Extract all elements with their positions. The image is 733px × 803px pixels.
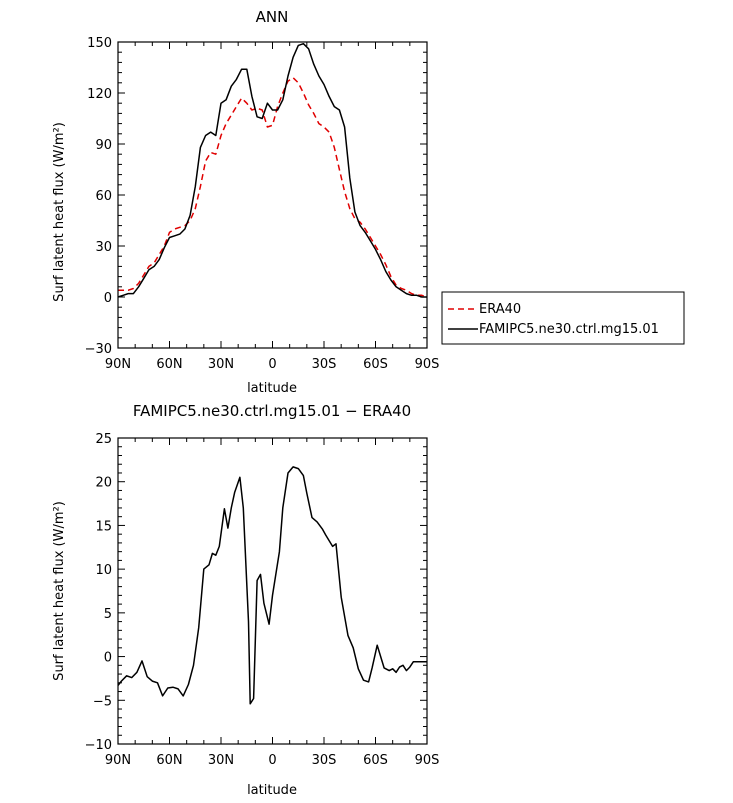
x-tick-label: 90S xyxy=(415,753,440,768)
x-tick-label: 90N xyxy=(105,753,131,768)
era40-series-line xyxy=(118,76,428,298)
y-tick-label: 0 xyxy=(104,651,112,666)
legend-label-famipc5: FAMIPC5.ne30.ctrl.mg15.01 xyxy=(479,322,659,337)
top-y-axis-label: Surf latent heat flux (W/m²) xyxy=(52,122,67,302)
mean-latent-heat-flux-panel: ANN Surf latent heat flux (W/m²) latitud… xyxy=(52,8,439,396)
y-tick-label: −10 xyxy=(85,738,112,753)
top-series-lines xyxy=(117,42,428,298)
bottom-plot-frame xyxy=(117,437,428,745)
y-tick-label: 15 xyxy=(95,519,112,534)
y-tick-label: 5 xyxy=(104,607,112,622)
y-tick-label: −30 xyxy=(85,342,112,357)
y-tick-label: 90 xyxy=(95,138,112,153)
famipc5-series-line xyxy=(117,42,427,298)
difference-series-line xyxy=(117,466,427,705)
bottom-series-lines xyxy=(117,466,427,705)
legend-box xyxy=(441,291,685,345)
x-tick-label: 90N xyxy=(105,357,131,372)
bottom-y-axis-label: Surf latent heat flux (W/m²) xyxy=(52,501,67,681)
x-tick-label: 60S xyxy=(363,753,388,768)
x-tick-label: 30N xyxy=(208,357,234,372)
x-tick-label: 60N xyxy=(156,753,182,768)
top-chart-title: ANN xyxy=(256,8,289,26)
bottom-x-axis-label: latitude xyxy=(247,783,297,798)
legend: ERA40 FAMIPC5.ne30.ctrl.mg15.01 xyxy=(441,291,685,345)
y-tick-label: 60 xyxy=(95,189,112,204)
y-tick-label: 0 xyxy=(104,291,112,306)
difference-panel: FAMIPC5.ne30.ctrl.mg15.01 − ERA40 Surf l… xyxy=(52,402,439,798)
x-tick-label: 30S xyxy=(312,753,337,768)
top-x-axis-label: latitude xyxy=(247,381,297,396)
x-tick-label: 60N xyxy=(156,357,182,372)
y-tick-label: 10 xyxy=(95,563,112,578)
x-tick-label: 90S xyxy=(415,357,440,372)
x-tick-label: 0 xyxy=(268,753,276,768)
x-tick-label: 30N xyxy=(208,753,234,768)
y-tick-label: 120 xyxy=(87,87,112,102)
x-tick-label: 60S xyxy=(363,357,388,372)
y-tick-label: 25 xyxy=(95,432,112,447)
top-tick-labels: 90N 60N 30N 0 30S 60S 90S −30 0 30 60 90 120 150 xyxy=(85,36,440,372)
bottom-tick-labels: 90N 60N 30N 0 30S 60S 90S −10 −5 0 5 10 15 20 25 xyxy=(85,432,440,768)
legend-label-era40: ERA40 xyxy=(479,302,521,317)
top-plot-frame xyxy=(117,41,428,349)
bottom-chart-title: FAMIPC5.ne30.ctrl.mg15.01 − ERA40 xyxy=(133,402,411,420)
y-tick-label: −5 xyxy=(93,694,112,709)
y-tick-label: 20 xyxy=(95,476,112,491)
x-tick-label: 30S xyxy=(312,357,337,372)
y-tick-label: 150 xyxy=(87,36,112,51)
y-tick-label: 30 xyxy=(95,240,112,255)
x-tick-label: 0 xyxy=(268,357,276,372)
top-axis-ticks xyxy=(117,41,428,349)
